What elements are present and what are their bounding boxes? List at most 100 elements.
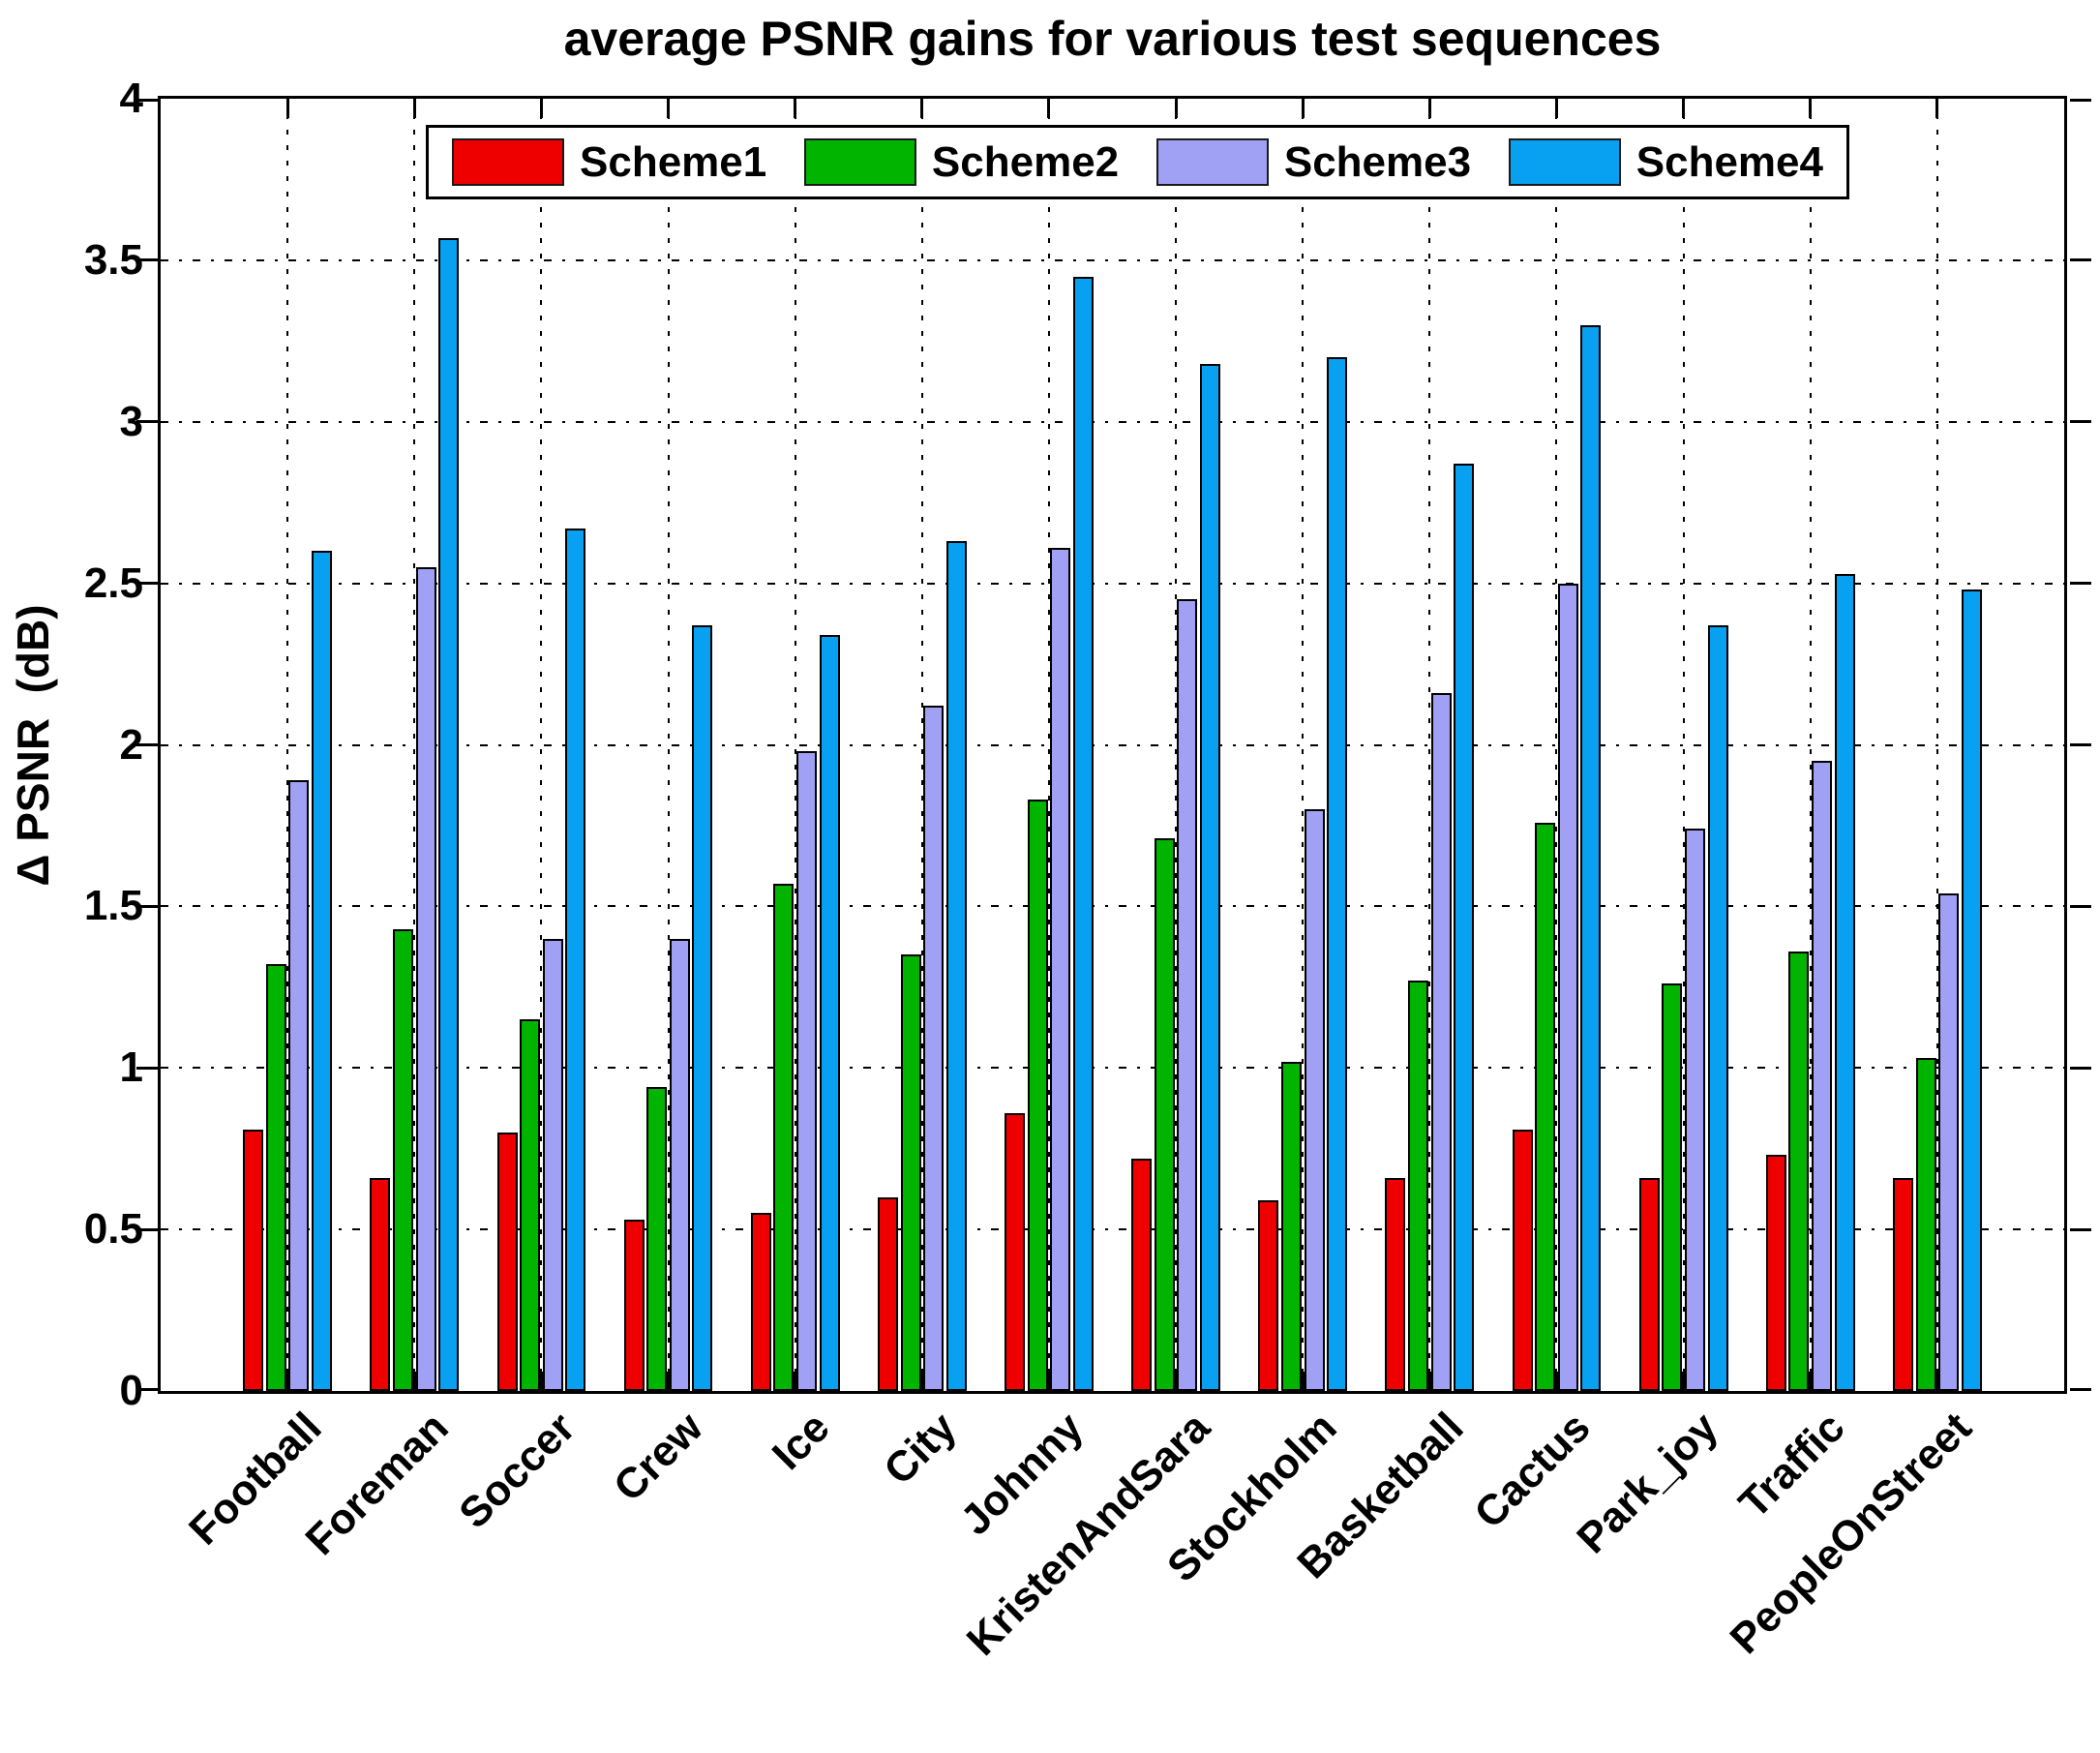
bar-scheme2-cactus xyxy=(1535,822,1556,1391)
gridline-vertical xyxy=(1809,99,1812,1391)
y-axis-tick xyxy=(2070,1066,2091,1070)
gridline-horizontal xyxy=(161,420,2064,423)
bar-scheme3-football xyxy=(288,780,310,1391)
y-axis-tick xyxy=(136,99,158,102)
bar-scheme3-kristenandsara xyxy=(1177,599,1198,1391)
y-tick-label: 2 xyxy=(119,720,143,769)
x-axis-tick xyxy=(1682,99,1686,118)
y-axis-tick xyxy=(136,1388,158,1391)
x-axis-tick xyxy=(1174,99,1178,118)
y-axis-tick xyxy=(136,1227,158,1231)
y-tick-label: 1 xyxy=(119,1043,143,1092)
bar-scheme1-park_joy xyxy=(1638,1177,1660,1391)
gridline-vertical xyxy=(794,99,796,1391)
bar-scheme1-crew xyxy=(623,1220,645,1391)
bar-scheme2-park_joy xyxy=(1662,983,1683,1391)
bar-scheme1-foreman xyxy=(370,1177,391,1391)
legend-label-scheme3: Scheme3 xyxy=(1283,137,1472,186)
bar-scheme1-traffic xyxy=(1765,1155,1786,1391)
bar-scheme4-crew xyxy=(692,625,713,1391)
y-tick-label: 2.5 xyxy=(83,559,143,607)
bar-scheme4-stockholm xyxy=(1327,357,1348,1391)
gridline-vertical xyxy=(1428,99,1431,1391)
gridline-vertical xyxy=(1175,99,1178,1391)
gridline-vertical xyxy=(1302,99,1305,1391)
y-tick-label: 0 xyxy=(119,1367,143,1414)
x-axis-tick xyxy=(1047,99,1051,118)
bar-scheme4-kristenandsara xyxy=(1199,363,1220,1391)
bar-scheme4-city xyxy=(945,541,967,1391)
bar-scheme2-kristenandsara xyxy=(1154,838,1175,1391)
x-axis-tick xyxy=(1301,99,1305,118)
bar-scheme4-traffic xyxy=(1834,573,1855,1391)
gridline-vertical xyxy=(1047,99,1050,1391)
legend-swatch-scheme1 xyxy=(452,138,564,186)
bar-scheme3-basketball xyxy=(1430,693,1452,1391)
y-axis-tick xyxy=(2070,582,2091,586)
x-axis-tick xyxy=(1427,1372,1431,1391)
legend-label-scheme1: Scheme1 xyxy=(580,137,767,186)
legend-entry-scheme3: Scheme3 xyxy=(1155,137,1472,187)
y-axis-tick xyxy=(2070,258,2091,262)
x-axis-tick xyxy=(285,1372,289,1391)
legend-swatch-scheme3 xyxy=(1155,138,1269,186)
bar-scheme1-city xyxy=(877,1196,898,1391)
y-axis-tick xyxy=(136,420,158,424)
bar-scheme4-foreman xyxy=(438,237,460,1391)
bar-scheme3-soccer xyxy=(542,938,563,1391)
y-axis-tick xyxy=(2070,904,2091,908)
bar-scheme3-park_joy xyxy=(1684,829,1705,1391)
x-axis-tick xyxy=(1935,99,1939,118)
gridline-horizontal xyxy=(161,1228,2064,1231)
bar-scheme4-park_joy xyxy=(1707,625,1728,1391)
chart-title: average PSNR gains for various test sequ… xyxy=(563,12,1662,66)
x-axis-tick xyxy=(1427,99,1431,118)
gridline-horizontal xyxy=(161,1067,2064,1070)
bar-scheme4-soccer xyxy=(565,528,586,1391)
y-axis-tick xyxy=(2070,1388,2091,1391)
x-axis-tick xyxy=(412,1372,416,1391)
gridline-vertical xyxy=(540,99,543,1391)
x-axis-tick xyxy=(794,1372,797,1391)
y-axis-tick xyxy=(2070,420,2091,424)
bar-scheme3-traffic xyxy=(1812,761,1833,1391)
gridline-horizontal xyxy=(161,582,2064,585)
bar-scheme1-basketball xyxy=(1385,1177,1406,1391)
gridline-vertical xyxy=(667,99,670,1391)
x-axis-tick xyxy=(920,99,924,118)
y-tick-label: 3.5 xyxy=(83,235,143,284)
y-axis-tick xyxy=(136,258,158,262)
bar-scheme2-ice xyxy=(773,884,795,1391)
bar-scheme1-kristenandsara xyxy=(1131,1158,1153,1391)
gridline-horizontal xyxy=(161,905,2064,908)
y-axis-tick xyxy=(136,582,158,586)
x-axis-tick xyxy=(412,99,416,118)
bar-scheme4-football xyxy=(312,551,333,1391)
bar-scheme2-peopleonstreet xyxy=(1915,1058,1936,1391)
x-axis-tick xyxy=(285,99,289,118)
gridline-vertical xyxy=(920,99,923,1391)
legend-entry-scheme1: Scheme1 xyxy=(452,138,766,187)
bar-scheme1-ice xyxy=(750,1213,771,1391)
y-tick-label: 1.5 xyxy=(83,882,143,930)
x-axis-tick xyxy=(667,1372,671,1391)
bar-scheme3-johnny xyxy=(1050,547,1071,1391)
y-axis-tick xyxy=(136,1066,158,1070)
bar-scheme1-football xyxy=(243,1129,264,1391)
bar-scheme3-stockholm xyxy=(1304,809,1325,1391)
bar-scheme1-peopleonstreet xyxy=(1892,1177,1913,1391)
x-axis-tick xyxy=(1301,1372,1305,1391)
bar-scheme2-stockholm xyxy=(1280,1061,1302,1391)
gridline-horizontal xyxy=(161,258,2064,261)
x-axis-tick xyxy=(794,99,797,118)
legend: Scheme1 Scheme2 Scheme3 Scheme4 xyxy=(426,125,1849,199)
y-tick-label: 0.5 xyxy=(83,1205,143,1254)
bar-scheme3-foreman xyxy=(415,566,436,1391)
legend-label-scheme2: Scheme2 xyxy=(931,137,1120,186)
bar-scheme1-stockholm xyxy=(1258,1200,1279,1391)
bar-scheme1-johnny xyxy=(1005,1112,1026,1391)
bar-scheme2-foreman xyxy=(392,928,413,1391)
x-axis-tick xyxy=(667,99,671,118)
bar-scheme1-cactus xyxy=(1512,1129,1533,1391)
bar-scheme4-cactus xyxy=(1580,324,1602,1391)
